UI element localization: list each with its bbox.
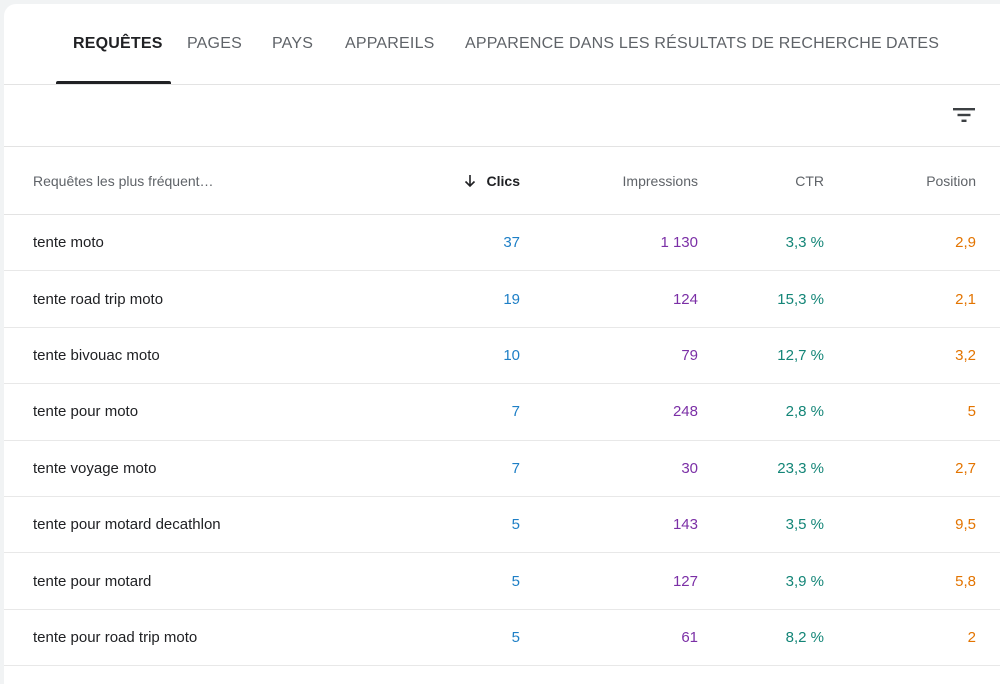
- table-row[interactable]: tente pour motard decathlon 5 143 3,5 % …: [4, 497, 1000, 554]
- filter-bar: [4, 85, 1000, 147]
- ctr-cell: 3,3 %: [785, 234, 824, 252]
- clicks-cell: 5: [511, 628, 520, 646]
- clicks-cell: 37: [503, 234, 520, 252]
- query-cell: tente pour motard decathlon: [33, 516, 221, 534]
- ctr-cell: 3,9 %: [785, 572, 824, 590]
- impressions-cell: 124: [672, 290, 698, 308]
- clicks-cell: 5: [511, 572, 520, 590]
- table-row[interactable]: tente moto 37 1 130 3,3 % 2,9: [4, 215, 1000, 272]
- position-cell: 2: [967, 628, 976, 646]
- tab-pays[interactable]: PAYS: [272, 35, 314, 52]
- position-cell: 5,8: [955, 572, 976, 590]
- ctr-cell: 15,3 %: [777, 290, 824, 308]
- impressions-cell: 79: [681, 346, 698, 364]
- table-row[interactable]: tente voyage moto 7 30 23,3 % 2,7: [4, 441, 1000, 497]
- position-cell: 2,7: [955, 459, 976, 477]
- header-clicks-label: Clics: [486, 172, 520, 189]
- table-row[interactable]: tente road trip moto 19 124 15,3 % 2,1: [4, 271, 1000, 328]
- tab-appareils[interactable]: APPAREILS: [345, 35, 435, 52]
- clicks-cell: 10: [503, 346, 520, 364]
- clicks-cell: 19: [503, 290, 520, 308]
- query-cell: tente bivouac moto: [33, 346, 160, 364]
- tab-dates[interactable]: DATES: [886, 35, 940, 52]
- query-cell: tente pour road trip moto: [33, 628, 198, 646]
- query-cell: tente moto: [33, 234, 104, 252]
- table-row[interactable]: tente pour moto 7 248 2,8 % 5: [4, 384, 1000, 441]
- query-cell: tente voyage moto: [33, 459, 157, 477]
- impressions-cell: 127: [672, 572, 698, 590]
- clicks-cell: 7: [511, 403, 520, 421]
- ctr-cell: 2,8 %: [785, 403, 824, 421]
- impressions-cell: 143: [672, 516, 698, 534]
- query-cell: tente pour motard: [33, 572, 152, 590]
- performance-card: REQUÊTES PAGES PAYS APPAREILS APPARENCE …: [4, 4, 1000, 684]
- impressions-cell: 61: [681, 628, 698, 646]
- tab-pages[interactable]: PAGES: [187, 35, 242, 52]
- position-cell: 5: [967, 403, 976, 421]
- position-cell: 2,1: [955, 290, 976, 308]
- header-clicks[interactable]: Clics: [462, 147, 520, 214]
- dimension-tabs: REQUÊTES PAGES PAYS APPAREILS APPARENCE …: [4, 4, 1000, 85]
- clicks-cell: 7: [511, 459, 520, 477]
- position-cell: 3,2: [955, 346, 976, 364]
- ctr-cell: 8,2 %: [785, 628, 824, 646]
- filter-icon[interactable]: [950, 103, 978, 127]
- table-row[interactable]: tente pour motard 5 127 3,9 % 5,8: [4, 553, 1000, 610]
- header-impressions[interactable]: Impressions: [622, 172, 698, 189]
- ctr-cell: 12,7 %: [777, 346, 824, 364]
- ctr-cell: 3,5 %: [785, 516, 824, 534]
- header-ctr[interactable]: CTR: [795, 172, 824, 189]
- ctr-cell: 23,3 %: [777, 459, 824, 477]
- tab-apparence[interactable]: APPARENCE DANS LES RÉSULTATS DE RECHERCH…: [465, 35, 882, 52]
- header-query[interactable]: Requêtes les plus fréquent…: [33, 172, 214, 189]
- query-cell: tente road trip moto: [33, 290, 164, 308]
- position-cell: 9,5: [955, 516, 976, 534]
- impressions-cell: 30: [681, 459, 698, 477]
- query-cell: tente pour moto: [33, 403, 139, 421]
- table-row[interactable]: tente bivouac moto 10 79 12,7 % 3,2: [4, 328, 1000, 385]
- queries-table: Requêtes les plus fréquent… Clics Impres…: [4, 147, 1000, 667]
- tab-requetes[interactable]: REQUÊTES: [73, 35, 163, 52]
- table-header: Requêtes les plus fréquent… Clics Impres…: [4, 147, 1000, 215]
- table-row[interactable]: tente pour road trip moto 5 61 8,2 % 2: [4, 610, 1000, 667]
- active-tab-indicator: [56, 81, 171, 84]
- arrow-down-icon: [464, 174, 475, 187]
- header-position[interactable]: Position: [926, 172, 976, 189]
- position-cell: 2,9: [955, 234, 976, 252]
- impressions-cell: 248: [672, 403, 698, 421]
- clicks-cell: 5: [511, 516, 520, 534]
- impressions-cell: 1 130: [660, 234, 698, 252]
